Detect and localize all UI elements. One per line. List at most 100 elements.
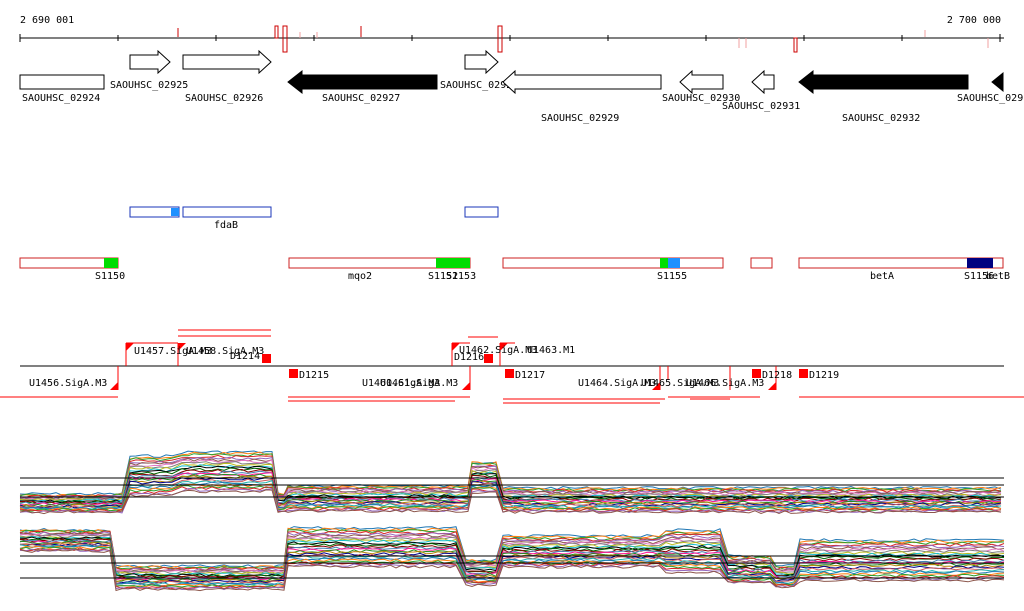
gene-arrow[interactable] (991, 71, 1004, 93)
gene-label: SAOUHSC_02925 (110, 80, 188, 91)
gene-arrow[interactable] (679, 69, 724, 95)
tu-label: mqo2 (348, 271, 372, 282)
gene-label: SAOUHSC_02927 (322, 93, 400, 104)
gene[interactable]: SAOUHSC_02930 (662, 69, 740, 104)
gene-arrow[interactable] (464, 49, 499, 75)
tu-label: S1156 (964, 271, 994, 282)
gene-track: SAOUHSC_02924 SAOUHSC_02925 SAOUHSC_0292… (19, 49, 1023, 124)
expression-line (19, 470, 1002, 506)
gene-label: SAOUHSC_02931 (722, 101, 800, 112)
gene[interactable]: SAOUHSC_02928 (440, 49, 518, 91)
tu-label: betA (870, 271, 894, 282)
promoter-label: U1458.SigA.M3 (186, 346, 264, 357)
promoter-label: U1461.SigA.M3 (380, 378, 458, 389)
expression-line (19, 540, 1005, 582)
transcription-unit[interactable] (502, 257, 724, 269)
expression-line (19, 454, 1002, 499)
gene-label: SAOUHSC_02926 (185, 93, 263, 104)
operon-label: fdaB (214, 220, 238, 231)
gene-label: SAOUHSC_02924 (22, 93, 100, 104)
expression-line (19, 533, 1005, 574)
expression-line (19, 538, 1005, 579)
expression-line (19, 532, 1005, 573)
tu-mark (660, 258, 668, 268)
promoter-label: U1456.SigA.M3 (29, 378, 107, 389)
transcription-unit[interactable] (798, 257, 1004, 269)
tss-red-lines (0, 329, 1024, 404)
expression-line (19, 477, 1002, 509)
expression-line (19, 548, 1005, 591)
promoter-label: U1462.SigA.M3 (459, 345, 537, 356)
tu-mark (967, 258, 993, 268)
tu-label: betB (986, 271, 1010, 282)
expression-line (19, 535, 1005, 576)
expression-line (19, 453, 1002, 498)
tu-mark (104, 258, 118, 268)
tu-label: S1153 (446, 271, 476, 282)
expression-line (19, 478, 1002, 510)
ruler-end-label: 2 700 000 (947, 15, 1001, 26)
gene-arrow[interactable] (182, 49, 272, 75)
gene-arrow[interactable] (287, 69, 438, 95)
gene[interactable]: SAOUHSC_029 (957, 71, 1023, 104)
promoter-label: D1214 (230, 351, 260, 362)
expression-line (19, 456, 1002, 499)
gene[interactable]: SAOUHSC_02924 (19, 74, 105, 104)
expression-track-forward (19, 450, 1004, 515)
expression-line (19, 489, 1002, 515)
promoter-label: D1216 (454, 352, 484, 363)
gene-label: SAOUHSC_02929 (541, 113, 619, 124)
tu-label: S1150 (95, 271, 125, 282)
expression-line (19, 472, 1002, 507)
gene-label: SAOUHSC_02930 (662, 93, 740, 104)
transcription-unit[interactable] (750, 257, 773, 269)
ruler-feature-markers (177, 25, 989, 53)
promoter-label: U1465.SigA.M3 (641, 378, 719, 389)
gene[interactable]: SAOUHSC_02929 (502, 69, 662, 124)
expression-track-reverse (19, 526, 1005, 592)
promoter-label: U1466.SigA.M3 (686, 378, 764, 389)
operon[interactable] (464, 206, 499, 218)
gene-arrow[interactable] (798, 69, 969, 95)
expression-line (19, 487, 1002, 514)
expression-line (19, 549, 1005, 592)
gene-arrow[interactable] (502, 69, 662, 95)
expression-line (19, 545, 1005, 588)
tu-label: S1152 (428, 271, 458, 282)
expression-line (19, 545, 1005, 587)
gene-label: SAOUHSC_029 (957, 93, 1023, 104)
operon[interactable] (182, 206, 272, 218)
tu-mark (436, 258, 470, 268)
promoter-label: U1460.SigA.M3 (362, 378, 440, 389)
promoter-track: U1456.SigA.M3 U1457.SigA.M3 U1458.SigA.M… (0, 329, 1024, 404)
gene-arrow[interactable] (751, 69, 775, 95)
tu-label: S1155 (657, 271, 687, 282)
gene-arrow[interactable] (129, 49, 171, 75)
ruler-start-label: 2 690 001 (20, 15, 74, 26)
expression-line (19, 450, 1002, 496)
coordinate-ruler: 2 690 001 2 700 000 (19, 15, 1004, 53)
expression-line (19, 485, 1002, 512)
gene[interactable]: SAOUHSC_02931 (722, 69, 800, 112)
promoter-label: U1464.SigA.M3 (578, 378, 656, 389)
operon-mark (171, 208, 179, 216)
transcription-unit-track: S1150 mqo2 S1152 S1153 S1155 betA S1156 … (19, 257, 1010, 282)
gene[interactable]: SAOUHSC_02926 (182, 49, 272, 104)
gene-label: SAOUHSC_02932 (842, 113, 920, 124)
promoter-label: D1215 (299, 370, 329, 381)
gene[interactable]: SAOUHSC_02925 (110, 49, 188, 91)
ruler-ticks (19, 34, 1001, 42)
expression-lines (19, 526, 1005, 592)
promoter-label: D1219 (809, 370, 839, 381)
promoter-label: D1217 (515, 370, 545, 381)
gene[interactable]: SAOUHSC_02932 (798, 69, 969, 124)
tss-markers (110, 343, 808, 390)
gene-arrow[interactable] (19, 74, 105, 90)
expression-line (19, 480, 1002, 510)
promoter-label: D1218 (762, 370, 792, 381)
gene[interactable]: SAOUHSC_02927 (287, 69, 438, 104)
transcription-unit[interactable] (19, 257, 119, 269)
gene-label: SAOUHSC_02928 (440, 80, 518, 91)
expression-line (19, 533, 1005, 575)
